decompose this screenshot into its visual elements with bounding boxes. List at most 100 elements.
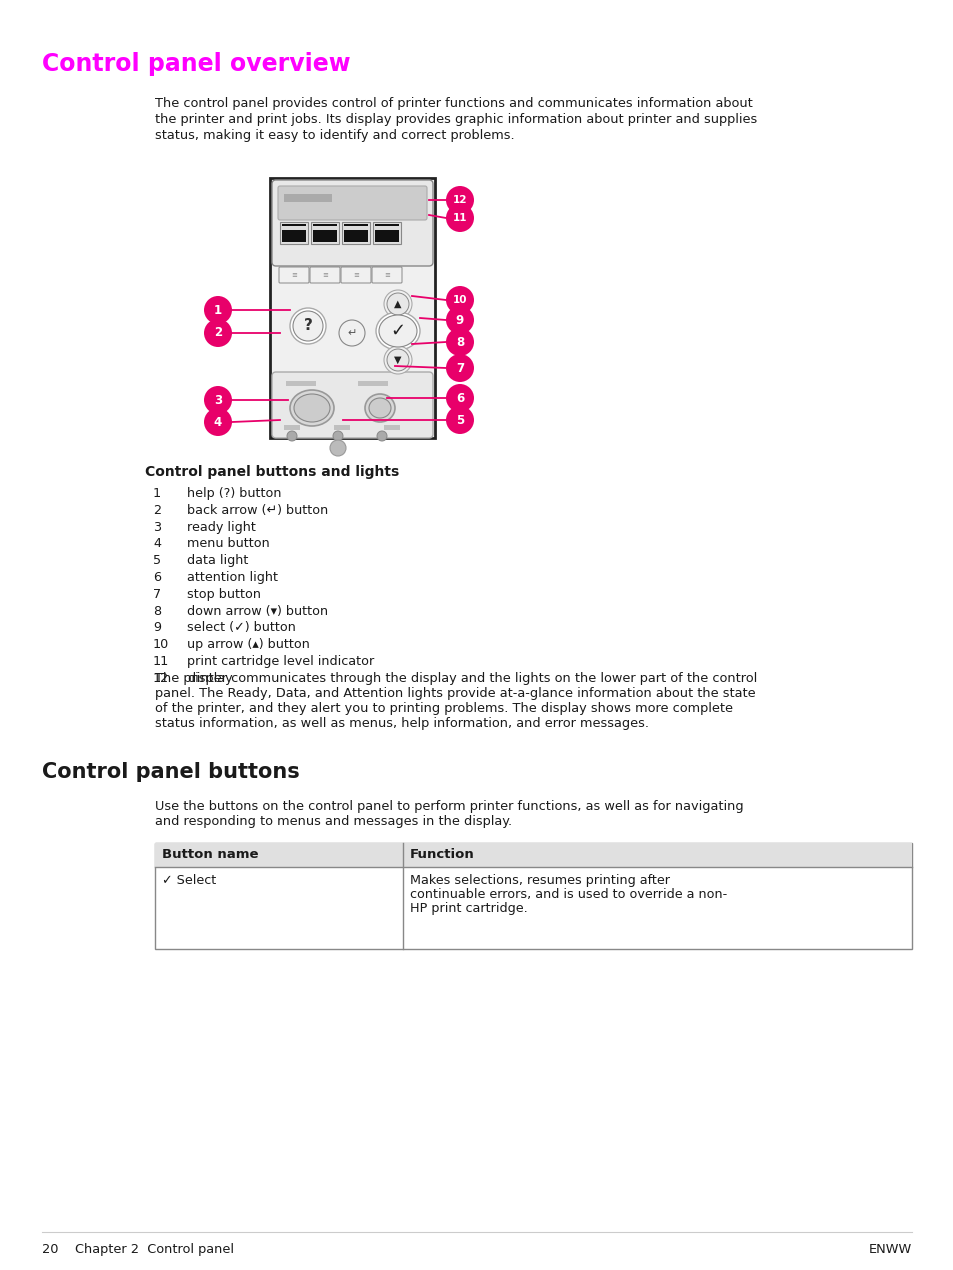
Text: ≡: ≡ (322, 272, 328, 278)
Text: 8: 8 (456, 335, 464, 348)
Ellipse shape (369, 398, 391, 418)
Text: 10: 10 (152, 639, 169, 652)
Circle shape (376, 431, 387, 441)
Text: ?: ? (303, 319, 313, 334)
Bar (344, 224, 368, 243)
Circle shape (293, 311, 323, 342)
Text: the printer and print jobs. Its display provides graphic information about print: the printer and print jobs. Its display … (154, 113, 757, 126)
Bar (284, 425, 299, 431)
Circle shape (330, 439, 346, 456)
Text: print cartridge level indicator: print cartridge level indicator (187, 655, 374, 668)
Text: ≡: ≡ (291, 272, 296, 278)
Circle shape (446, 354, 474, 382)
Bar (373, 222, 400, 244)
Bar (375, 226, 398, 230)
Text: 7: 7 (152, 588, 161, 601)
Text: 6: 6 (152, 572, 161, 584)
Circle shape (446, 185, 474, 215)
Text: ≡: ≡ (384, 272, 390, 278)
Text: stop button: stop button (187, 588, 261, 601)
Bar (313, 226, 336, 230)
Text: Makes selections, resumes printing after: Makes selections, resumes printing after (410, 874, 669, 886)
Text: up arrow (▴) button: up arrow (▴) button (187, 639, 310, 652)
Bar (284, 194, 332, 202)
Text: back arrow (↵) button: back arrow (↵) button (187, 504, 328, 517)
Text: and responding to menus and messages in the display.: and responding to menus and messages in … (154, 815, 512, 828)
Text: panel. The Ready, Data, and Attention lights provide at-a-glance information abo: panel. The Ready, Data, and Attention li… (154, 687, 755, 700)
Text: Control panel buttons: Control panel buttons (42, 762, 299, 782)
Text: status, making it easy to identify and correct problems.: status, making it easy to identify and c… (154, 130, 514, 142)
Ellipse shape (375, 312, 419, 351)
Bar (286, 381, 315, 386)
Text: of the printer, and they alert you to printing problems. The display shows more : of the printer, and they alert you to pr… (154, 702, 732, 715)
Text: 4: 4 (213, 415, 222, 428)
Text: Control panel overview: Control panel overview (42, 52, 351, 76)
Text: ready light: ready light (187, 521, 255, 533)
Text: Use the buttons on the control panel to perform printer functions, as well as fo: Use the buttons on the control panel to … (154, 800, 742, 813)
Text: 4: 4 (152, 537, 161, 550)
Circle shape (338, 320, 365, 345)
Circle shape (204, 296, 232, 324)
Circle shape (384, 290, 412, 318)
Circle shape (446, 406, 474, 434)
Circle shape (204, 319, 232, 347)
Text: 5: 5 (456, 414, 464, 427)
Text: ↵: ↵ (347, 328, 356, 338)
Text: 12: 12 (453, 196, 467, 204)
Bar (384, 425, 399, 431)
Text: 6: 6 (456, 391, 464, 405)
Text: 12: 12 (152, 672, 169, 685)
Text: 11: 11 (453, 213, 467, 224)
Bar (344, 226, 368, 230)
Bar (270, 178, 435, 438)
Text: continuable errors, and is used to override a non-: continuable errors, and is used to overr… (410, 888, 726, 900)
Bar (313, 224, 336, 243)
Circle shape (446, 286, 474, 314)
Bar (154, 843, 911, 949)
Text: 20    Chapter 2  Control panel: 20 Chapter 2 Control panel (42, 1243, 233, 1256)
Bar (311, 222, 338, 244)
Text: 9: 9 (456, 314, 464, 326)
Circle shape (387, 349, 409, 371)
Circle shape (287, 431, 296, 441)
Text: help (?) button: help (?) button (187, 486, 281, 500)
Circle shape (387, 293, 409, 315)
Text: 10: 10 (453, 295, 467, 305)
Bar (334, 425, 350, 431)
Text: ✓ Select: ✓ Select (162, 874, 216, 886)
Text: display: display (187, 672, 233, 685)
Text: 3: 3 (213, 394, 222, 406)
Text: Button name: Button name (162, 848, 258, 861)
Text: HP print cartridge.: HP print cartridge. (410, 902, 527, 914)
Text: menu button: menu button (187, 537, 270, 550)
Text: Control panel buttons and lights: Control panel buttons and lights (145, 465, 399, 479)
Text: ≡: ≡ (353, 272, 358, 278)
Text: 5: 5 (152, 554, 161, 568)
Bar (282, 224, 306, 243)
Text: ▼: ▼ (394, 356, 401, 364)
Text: down arrow (▾) button: down arrow (▾) button (187, 605, 328, 617)
FancyBboxPatch shape (272, 372, 433, 438)
Text: ▲: ▲ (394, 298, 401, 309)
Text: ENWW: ENWW (868, 1243, 911, 1256)
Text: Function: Function (410, 848, 475, 861)
Circle shape (290, 309, 326, 344)
Bar (280, 222, 308, 244)
Ellipse shape (378, 315, 416, 347)
FancyBboxPatch shape (277, 185, 427, 220)
Text: 9: 9 (152, 621, 161, 635)
Bar (357, 381, 388, 386)
Circle shape (204, 408, 232, 436)
Ellipse shape (365, 394, 395, 422)
Text: The printer communicates through the display and the lights on the lower part of: The printer communicates through the dis… (154, 672, 757, 685)
Circle shape (204, 386, 232, 414)
Circle shape (446, 328, 474, 356)
FancyBboxPatch shape (272, 180, 433, 265)
Text: data light: data light (187, 554, 248, 568)
Bar (341, 222, 370, 244)
Ellipse shape (290, 390, 334, 425)
Text: 1: 1 (213, 304, 222, 316)
Text: 2: 2 (152, 504, 161, 517)
Circle shape (384, 345, 412, 373)
Circle shape (446, 306, 474, 334)
